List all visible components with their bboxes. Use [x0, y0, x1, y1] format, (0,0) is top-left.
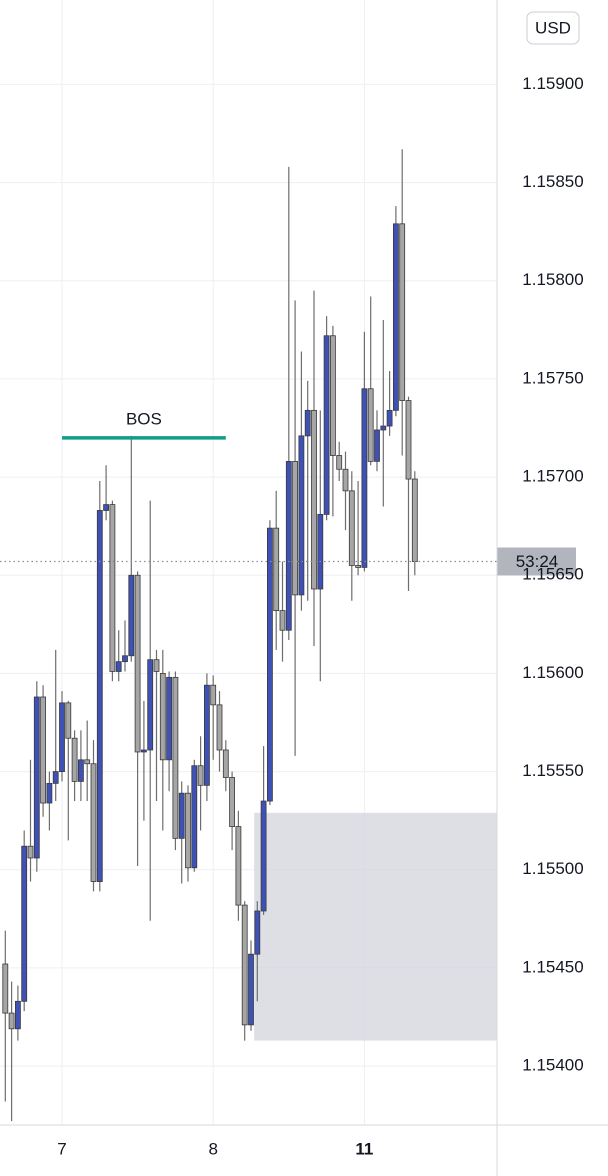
candle-body	[329, 335, 336, 456]
candle-body	[336, 455, 343, 470]
y-tick-label: 1.15750	[522, 368, 583, 387]
candle-body	[33, 696, 40, 859]
candle-body	[292, 460, 299, 596]
x-tick-label: 11	[355, 1139, 373, 1158]
y-tick-label: 1.15800	[522, 270, 583, 289]
candle-body	[355, 565, 362, 568]
candle-body	[159, 673, 166, 761]
candle-body	[122, 655, 128, 663]
candle-body	[222, 749, 229, 778]
candle-body	[71, 737, 78, 782]
countdown-box	[497, 547, 576, 576]
candle-body	[52, 771, 59, 784]
x-tick-label: 8	[208, 1139, 217, 1158]
candle-body	[96, 510, 103, 882]
candle-body	[203, 684, 210, 786]
y-tick-label: 1.15650	[522, 565, 583, 584]
y-tick-label: 1.15500	[522, 859, 583, 878]
candle-body	[216, 704, 223, 751]
candle-body	[40, 696, 46, 804]
candle-body	[115, 661, 122, 672]
overlays: 53:24 BOS	[0, 409, 576, 576]
candle-body	[140, 749, 147, 753]
candle-body	[367, 388, 374, 462]
candle-body	[8, 1012, 15, 1030]
candle-body	[273, 527, 280, 612]
candle-body	[304, 409, 311, 437]
candle-body	[361, 388, 368, 568]
candle-body	[311, 409, 317, 590]
candle-body	[348, 490, 355, 566]
y-tick-label: 1.15550	[522, 761, 583, 780]
candle-body	[248, 953, 254, 1026]
currency-label[interactable]: USD	[535, 18, 571, 37]
candle-body	[128, 574, 135, 657]
candle-body	[342, 468, 349, 492]
zone	[254, 812, 497, 1041]
y-tick-label: 1.15400	[522, 1056, 583, 1075]
candles	[2, 149, 418, 1122]
candle-body	[178, 792, 185, 839]
x-tick-label: 7	[57, 1139, 66, 1158]
zones	[254, 812, 497, 1041]
candle-body	[27, 845, 34, 859]
candle-body	[84, 759, 91, 765]
candle-body	[14, 1000, 21, 1030]
candle-body	[172, 676, 179, 839]
countdown-label: 53:24	[516, 552, 559, 571]
currency-box[interactable]	[526, 11, 580, 45]
candle-body	[399, 223, 406, 401]
candle-body	[46, 782, 53, 804]
candle-body	[90, 763, 97, 882]
candle-body	[266, 527, 273, 802]
y-tick-label: 1.15600	[522, 663, 583, 682]
candle-body	[78, 759, 84, 782]
candle-body	[405, 400, 412, 480]
y-tick-label: 1.15900	[522, 74, 583, 93]
candle-body	[323, 335, 330, 515]
candle-body	[380, 425, 387, 431]
candle-body	[153, 659, 160, 672]
candle-body	[166, 676, 173, 761]
candle-body	[254, 910, 261, 955]
y-tick-label: 1.15850	[522, 172, 583, 191]
candle-body	[109, 504, 116, 672]
candle-body	[235, 826, 242, 906]
candle-body	[260, 800, 267, 912]
candle-body	[229, 777, 236, 827]
candle-body	[392, 223, 399, 411]
y-tick-label: 1.15700	[522, 467, 583, 486]
candle-body	[279, 610, 286, 631]
candle-body	[147, 659, 154, 751]
candle-body	[317, 513, 324, 590]
candle-body	[197, 765, 204, 786]
candle-body	[386, 409, 393, 427]
candle-body	[2, 963, 9, 1014]
candle-body	[134, 574, 141, 753]
candle-body	[411, 478, 418, 562]
candle-body	[285, 460, 292, 631]
candle-body	[210, 684, 217, 706]
y-tick-label: 1.15450	[522, 957, 583, 976]
candle-body	[59, 702, 65, 772]
candle-body	[298, 435, 305, 596]
candle-body	[374, 429, 380, 462]
candle-body	[191, 765, 198, 869]
candle-body	[185, 792, 191, 869]
candle-body	[21, 845, 28, 1002]
candle-body	[241, 904, 248, 1026]
annotation-label: BOS	[126, 409, 162, 428]
candle-body	[103, 504, 109, 511]
candle-body	[65, 702, 72, 739]
